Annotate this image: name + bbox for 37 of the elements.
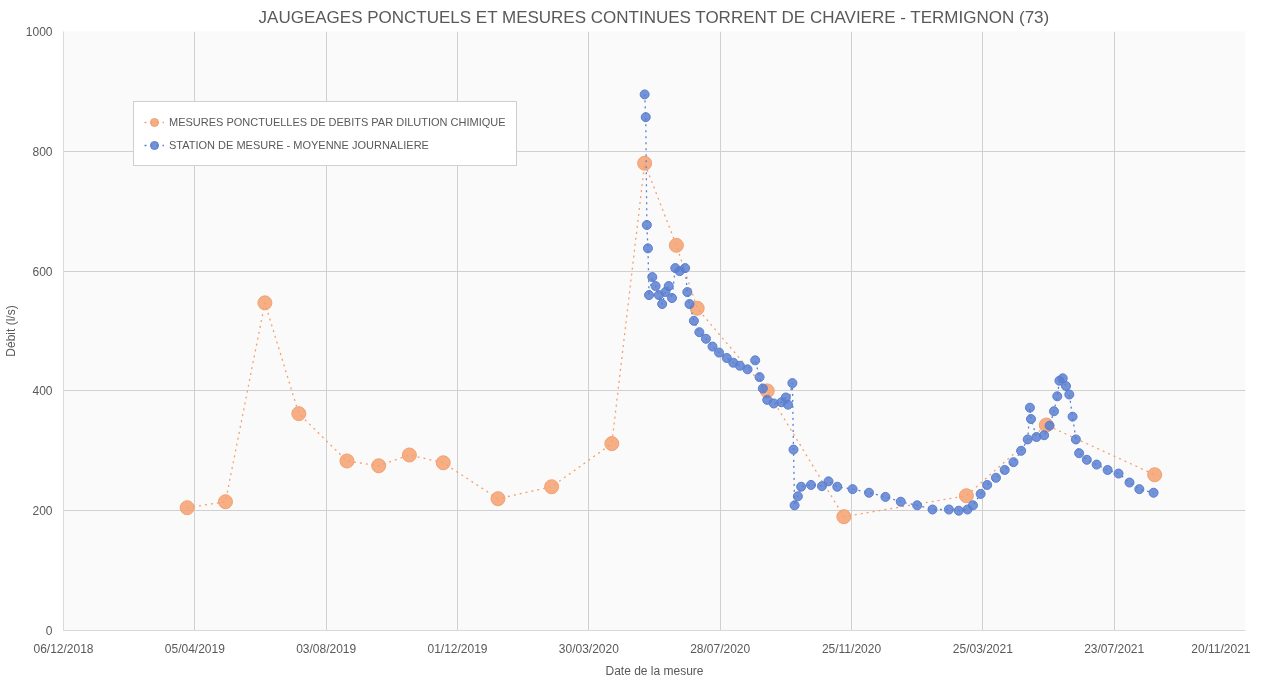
chart-title: JAUGEAGES PONCTUELS ET MESURES CONTINUES TORRENT DE CHAVIERE - TERMIGNON (73)	[258, 7, 1050, 27]
y-tick-label: 0	[45, 624, 53, 638]
y-tick-label: 200	[32, 504, 53, 519]
point	[668, 237, 684, 253]
y-tick-label: 800	[32, 144, 53, 159]
legend-label: MESURES PONCTUELLES DE DEBITS PAR DILUTION CHIMIQUE	[169, 116, 506, 128]
point	[291, 406, 307, 422]
point	[435, 455, 451, 471]
x-tick-label: 03/08/2019	[296, 641, 357, 656]
point	[637, 155, 653, 171]
x-tick-label: 25/03/2021	[952, 641, 1014, 656]
x-tick-label: 23/07/2021	[1084, 641, 1145, 656]
point	[836, 509, 852, 525]
x-tick-label: 30/03/2020	[558, 641, 620, 656]
point	[490, 491, 506, 507]
point	[179, 500, 195, 516]
point	[339, 453, 355, 469]
point	[1147, 467, 1163, 483]
x-tick-label: 06/12/2018	[33, 641, 94, 656]
x-tick-label: 28/07/2020	[690, 641, 751, 656]
point	[257, 295, 273, 311]
point	[958, 488, 974, 504]
y-tick-label: 600	[32, 264, 53, 279]
point	[544, 479, 560, 495]
x-tick-label: 05/04/2019	[164, 641, 226, 656]
y-tick-label: 400	[32, 384, 53, 399]
y-tick-label: 1000	[25, 25, 53, 39]
x-tick-label: 25/11/2020	[821, 641, 882, 656]
point	[401, 447, 417, 463]
legend-label: STATION DE MESURE - MOYENNE JOURNALIERE	[169, 139, 429, 151]
point	[371, 458, 387, 474]
x-axis-title: Date de la mesure	[605, 663, 704, 678]
point	[604, 436, 620, 452]
point	[217, 494, 233, 510]
x-tick-label: 01/12/2019	[427, 641, 488, 656]
x-tick-label: 20/11/2021	[1191, 641, 1251, 656]
y-axis-title: Débit (l/s)	[3, 305, 18, 357]
